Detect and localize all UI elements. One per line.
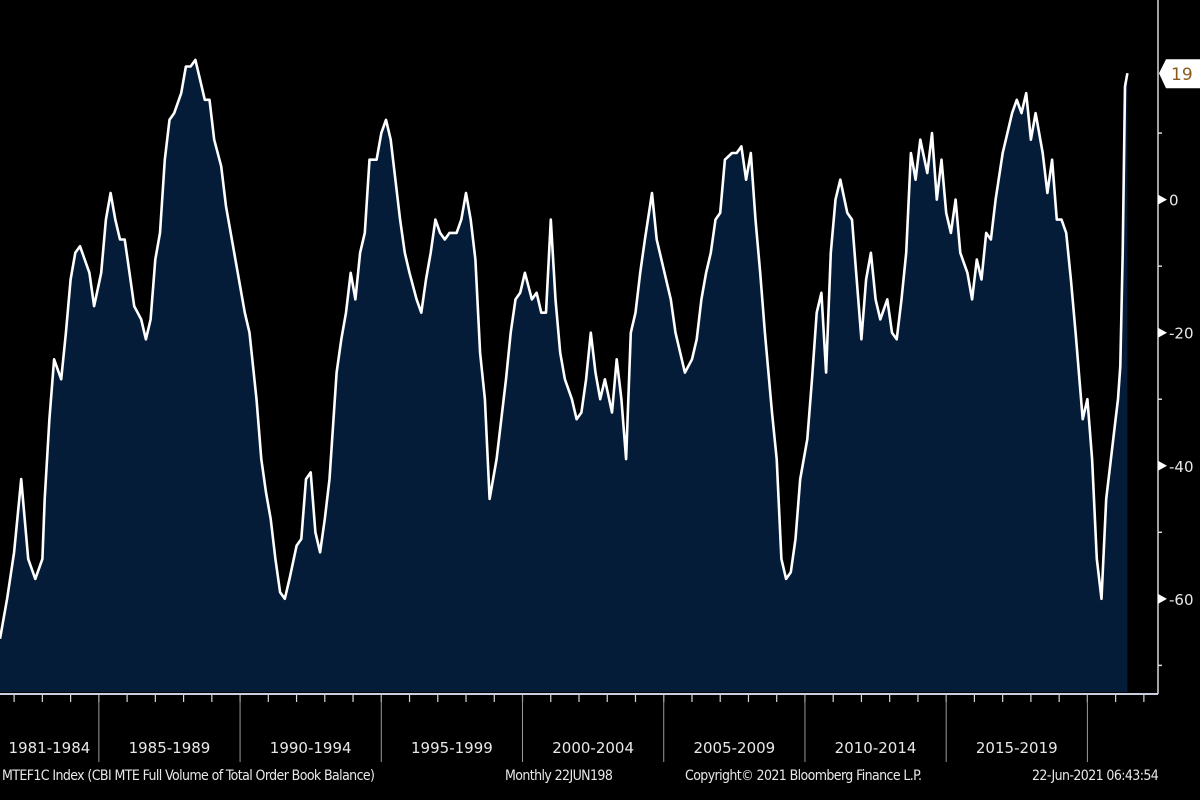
- x-period-label: 2015-2019: [976, 739, 1058, 757]
- last-value-label: 19: [1171, 65, 1193, 85]
- y-tick-label: -60: [1169, 591, 1194, 609]
- x-period-label: 1995-1999: [411, 739, 493, 757]
- footer-copyright: Copyright© 2021 Bloomberg Finance L.P.: [685, 768, 922, 784]
- y-tick-label: -40: [1169, 458, 1194, 476]
- y-tick-marker: [1158, 593, 1167, 604]
- x-period-label: 2000-2004: [552, 739, 634, 757]
- x-period-label: 1990-1994: [270, 739, 352, 757]
- footer-ticker: MTEF1C Index (CBI MTE Full Volume of Tot…: [2, 768, 375, 784]
- y-tick-label: 0: [1169, 192, 1179, 210]
- y-tick-marker: [1158, 194, 1167, 205]
- x-period-label: 2005-2009: [693, 739, 775, 757]
- x-period-label: 1985-1989: [129, 739, 211, 757]
- footer-frequency: Monthly 22JUN198: [505, 768, 613, 784]
- y-tick-marker: [1158, 327, 1167, 338]
- last-value-box: [1159, 59, 1200, 89]
- y-tick-label: -20: [1169, 325, 1194, 343]
- last-value-marker: 19: [1159, 59, 1200, 89]
- y-tick-marker: [1158, 460, 1167, 471]
- plot-area: [0, 58, 1129, 692]
- x-period-label: 2010-2014: [835, 739, 917, 757]
- x-period-label: 1981-1984: [9, 739, 91, 757]
- axes: -60 -40 -20 0 1981-1984 1985-1989 1990-1994 199…: [0, 0, 1194, 762]
- series-line: [0, 58, 1129, 640]
- footer-timestamp: 22-Jun-2021 06:43:54: [1032, 768, 1159, 784]
